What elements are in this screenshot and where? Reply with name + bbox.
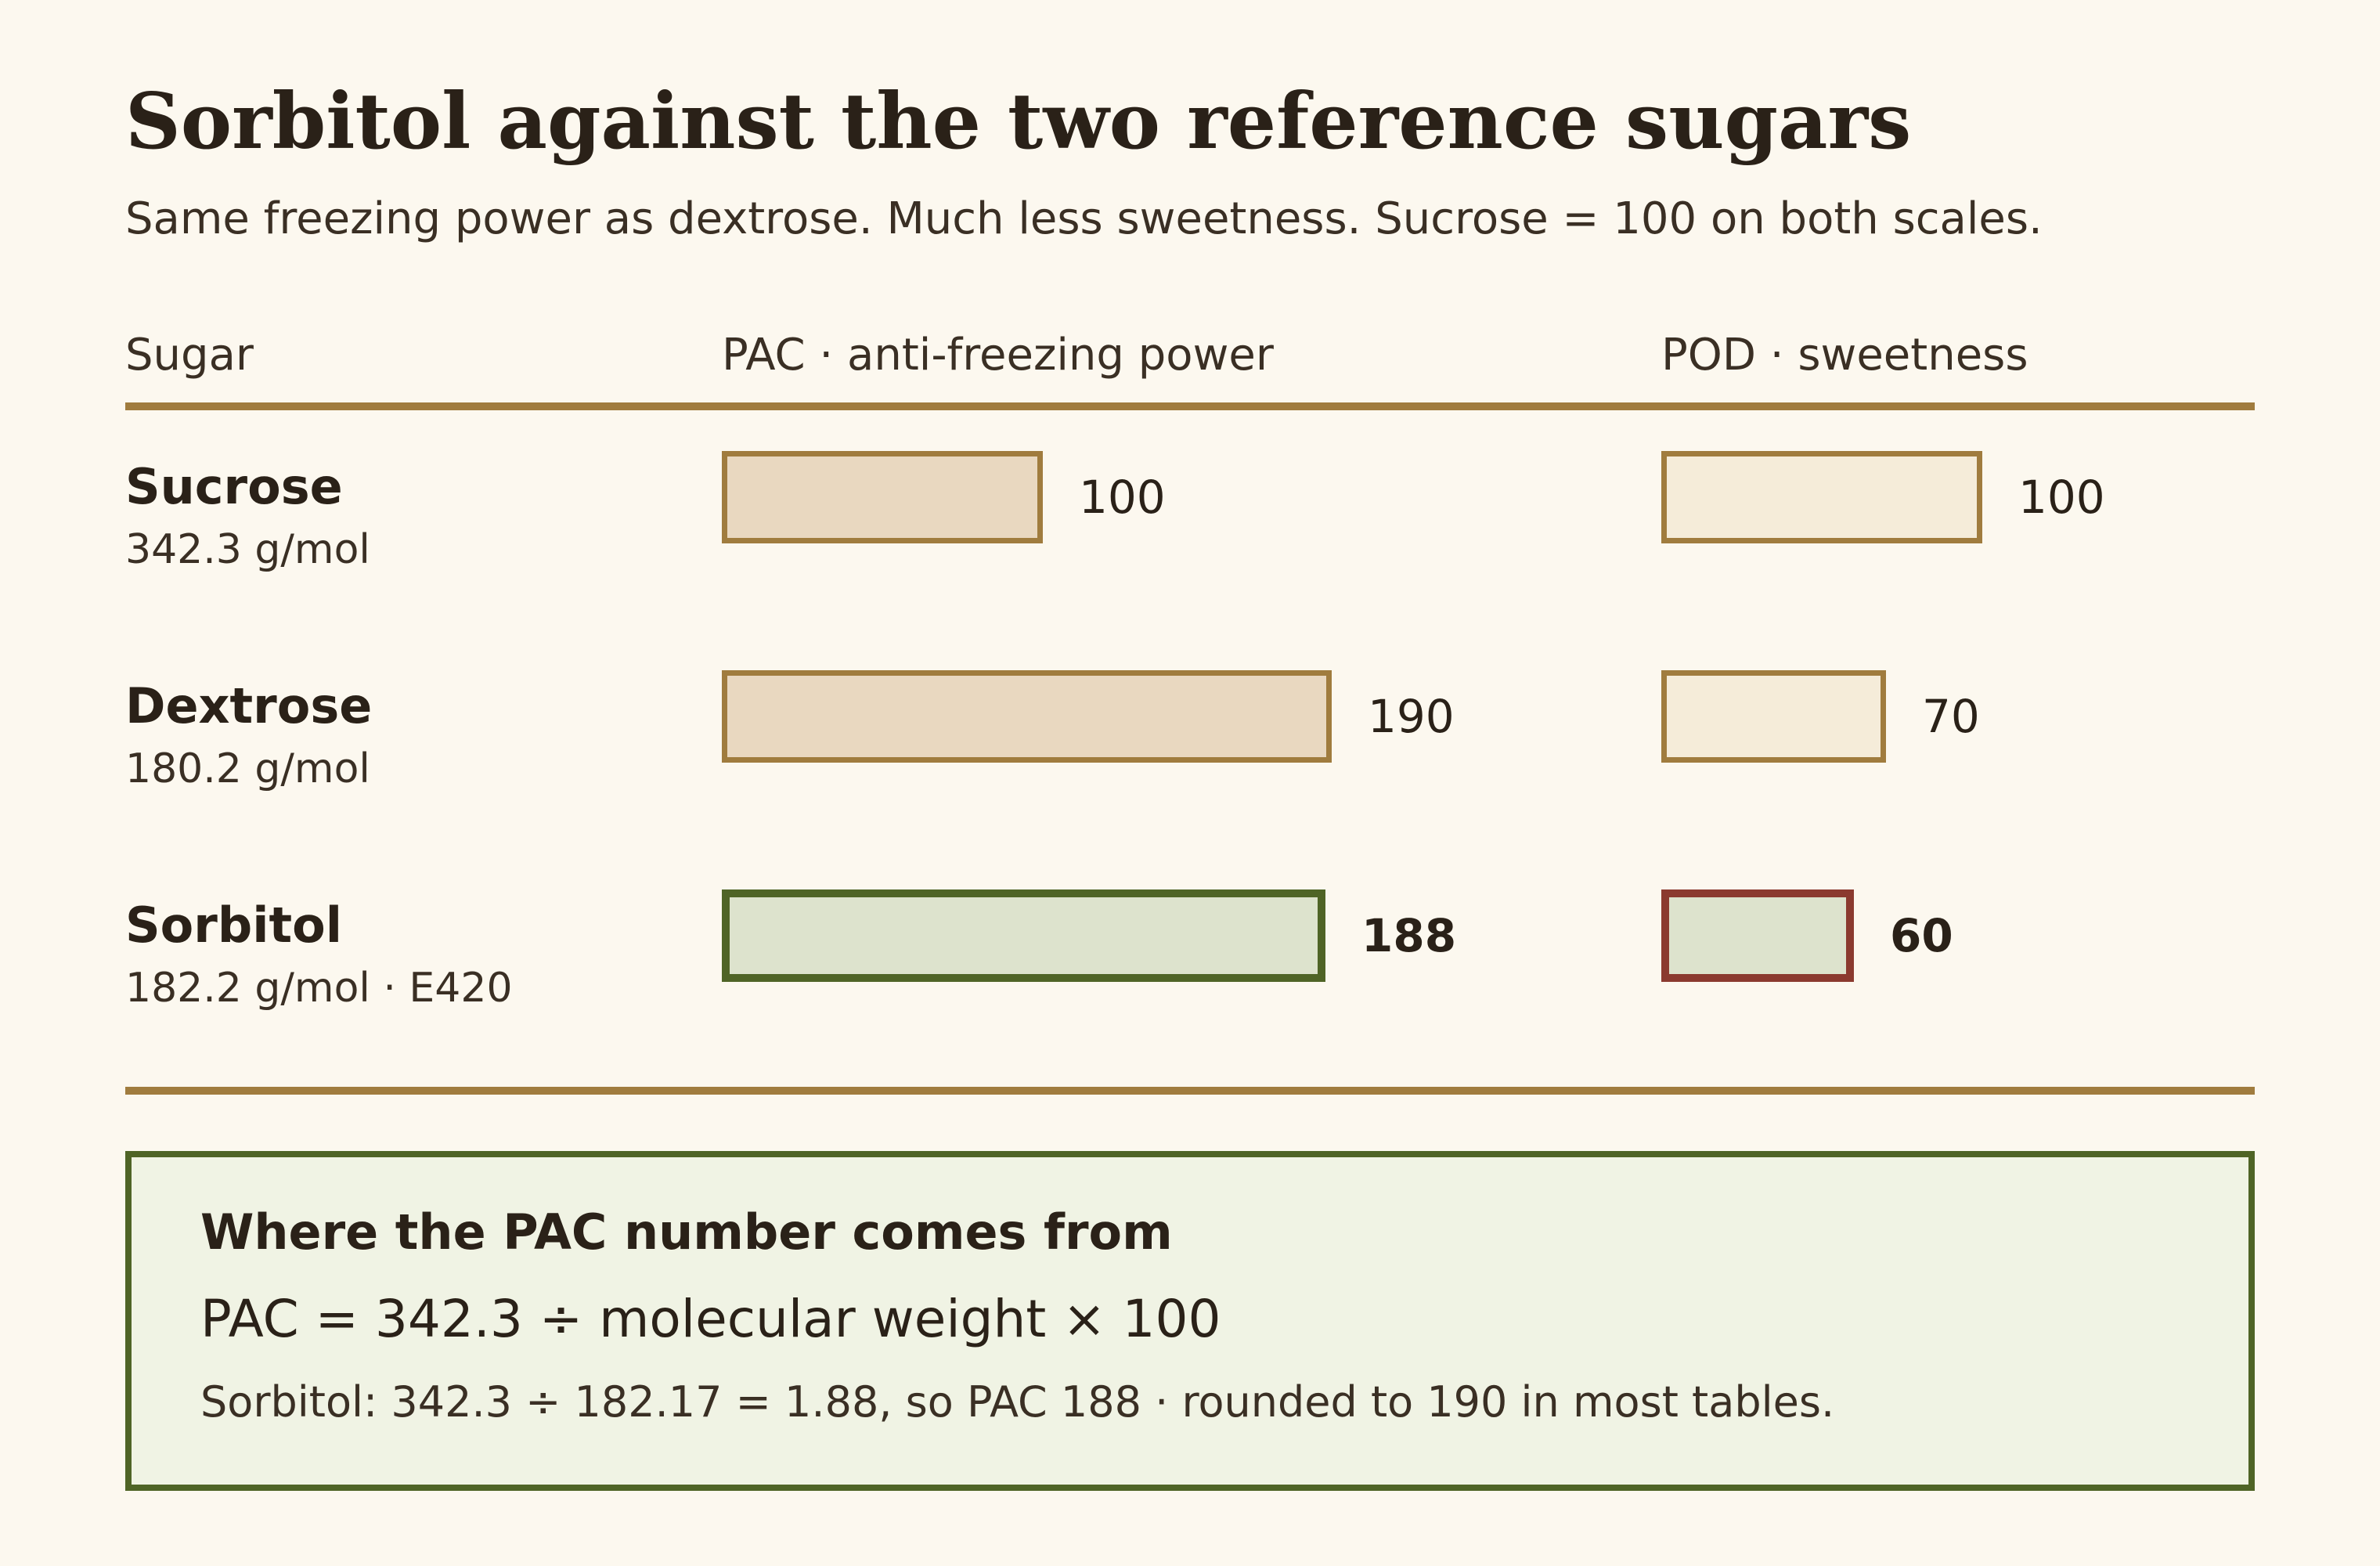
chart-row-sucrose: Sucrose 342.3 g/mol 100 100 <box>125 420 2255 576</box>
column-header-sugar: Sugar <box>125 330 254 381</box>
chart-subtitle: Same freezing power as dextrose. Much le… <box>125 193 2043 244</box>
pod-bar-sucrose <box>1661 451 1982 543</box>
pod-bar-sorbitol <box>1661 889 1854 982</box>
pac-bar-sucrose <box>722 451 1043 543</box>
column-header-row: Sugar PAC · anti-freezing power POD · sw… <box>125 327 2255 384</box>
pac-bar-sorbitol <box>722 889 1325 982</box>
chart-title: Sorbitol against the two reference sugar… <box>125 77 1912 167</box>
column-header-pac: PAC · anti-freezing power <box>722 330 1274 381</box>
category-detail: 180.2 g/mol <box>125 745 370 792</box>
pod-bar-dextrose <box>1661 670 1886 763</box>
pac-bar-dextrose <box>722 670 1332 763</box>
chart-row-sorbitol: Sorbitol 182.2 g/mol · E420 188 60 <box>125 858 2255 1015</box>
note-example: Sorbitol: 342.3 ÷ 182.17 = 1.88, so PAC … <box>200 1377 1835 1427</box>
pac-explanation-box: Where the PAC number comes from PAC = 34… <box>125 1151 2255 1491</box>
note-formula: PAC = 342.3 ÷ molecular weight × 100 <box>200 1289 1221 1349</box>
bar-chart: Sucrose 342.3 g/mol 100 100 Dextrose 180.2 g/… <box>125 420 2255 1164</box>
chart-card: Sorbitol against the two reference sugar… <box>125 75 2255 1491</box>
header-divider <box>125 402 2255 410</box>
category-label: Sorbitol <box>125 897 342 954</box>
category-detail: 342.3 g/mol <box>125 526 370 573</box>
category-detail: 182.2 g/mol · E420 <box>125 965 513 1012</box>
pac-value-label: 190 <box>1368 690 1455 743</box>
pac-value-label: 188 <box>1361 909 1457 962</box>
column-header-pod: POD · sweetness <box>1661 330 2028 381</box>
pod-value-label: 70 <box>1922 690 1980 743</box>
chart-row-dextrose: Dextrose 180.2 g/mol 190 70 <box>125 639 2255 796</box>
pod-value-label: 60 <box>1890 909 1953 962</box>
category-label: Sucrose <box>125 458 343 515</box>
category-label: Dextrose <box>125 677 373 734</box>
note-title: Where the PAC number comes from <box>200 1203 1173 1261</box>
pod-value-label: 100 <box>2018 471 2105 524</box>
footer-divider <box>125 1087 2255 1095</box>
pac-value-label: 100 <box>1079 471 1166 524</box>
